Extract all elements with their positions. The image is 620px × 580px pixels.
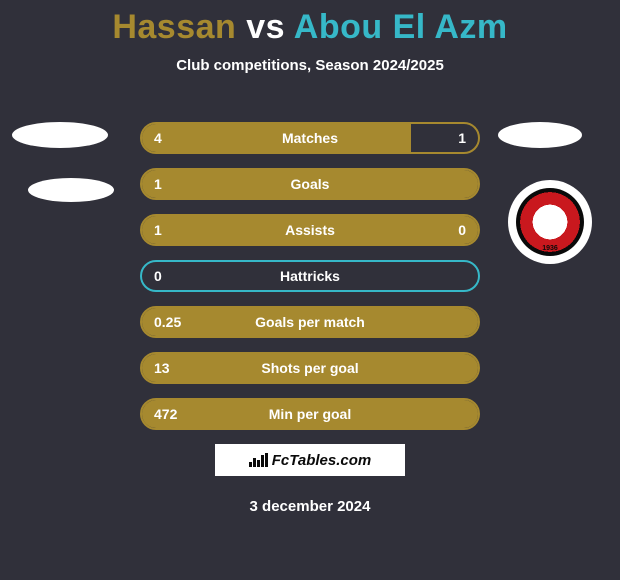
fctables-watermark: FcTables.com bbox=[215, 444, 405, 476]
stat-bar-row: 4 Matches 1 bbox=[140, 122, 480, 154]
stat-value-left: 1 bbox=[154, 176, 162, 192]
stat-bar-row: 0.25 Goals per match bbox=[140, 306, 480, 338]
stat-label: Goals bbox=[291, 176, 330, 192]
club-badge-inner: 1936 bbox=[516, 188, 584, 256]
stat-bar-row: 472 Min per goal bbox=[140, 398, 480, 430]
title-vs: vs bbox=[246, 8, 285, 46]
stat-value-left: 4 bbox=[154, 130, 162, 146]
stat-label: Min per goal bbox=[269, 406, 351, 422]
stat-value-left: 472 bbox=[154, 406, 177, 422]
club-badge-year: 1936 bbox=[542, 245, 558, 252]
bar-chart-icon bbox=[249, 453, 268, 467]
club-badge: 1936 bbox=[508, 180, 592, 264]
stat-bar-fill bbox=[142, 124, 411, 152]
stat-label: Hattricks bbox=[280, 268, 340, 284]
title-player-right: Abou El Azm bbox=[294, 8, 508, 46]
stat-value-left: 0 bbox=[154, 268, 162, 284]
subtitle: Club competitions, Season 2024/2025 bbox=[0, 57, 620, 74]
stat-bar-row: 0 Hattricks bbox=[140, 260, 480, 292]
stat-label: Matches bbox=[282, 130, 338, 146]
stat-bar-row: 1 Goals bbox=[140, 168, 480, 200]
stat-value-right: 1 bbox=[458, 130, 466, 146]
stat-label: Goals per match bbox=[255, 314, 365, 330]
stat-value-right: 0 bbox=[458, 222, 466, 238]
player-right-oval-1 bbox=[498, 122, 582, 148]
stat-value-left: 0.25 bbox=[154, 314, 181, 330]
fctables-text: FcTables.com bbox=[272, 452, 371, 469]
stat-bar-row: 13 Shots per goal bbox=[140, 352, 480, 384]
stat-label: Shots per goal bbox=[261, 360, 358, 376]
stat-value-left: 13 bbox=[154, 360, 170, 376]
comparison-title: Hassan vs Abou El Azm bbox=[0, 0, 620, 47]
stat-bars: 4 Matches 1 1 Goals 1 Assists 0 0 Hattricks 0.25 Go… bbox=[140, 122, 480, 444]
player-left-oval-2 bbox=[28, 178, 114, 202]
player-left-oval-1 bbox=[12, 122, 108, 148]
stat-label: Assists bbox=[285, 222, 335, 238]
stat-value-left: 1 bbox=[154, 222, 162, 238]
snapshot-date: 3 december 2024 bbox=[250, 498, 371, 515]
title-player-left: Hassan bbox=[112, 8, 236, 46]
stat-bar-row: 1 Assists 0 bbox=[140, 214, 480, 246]
